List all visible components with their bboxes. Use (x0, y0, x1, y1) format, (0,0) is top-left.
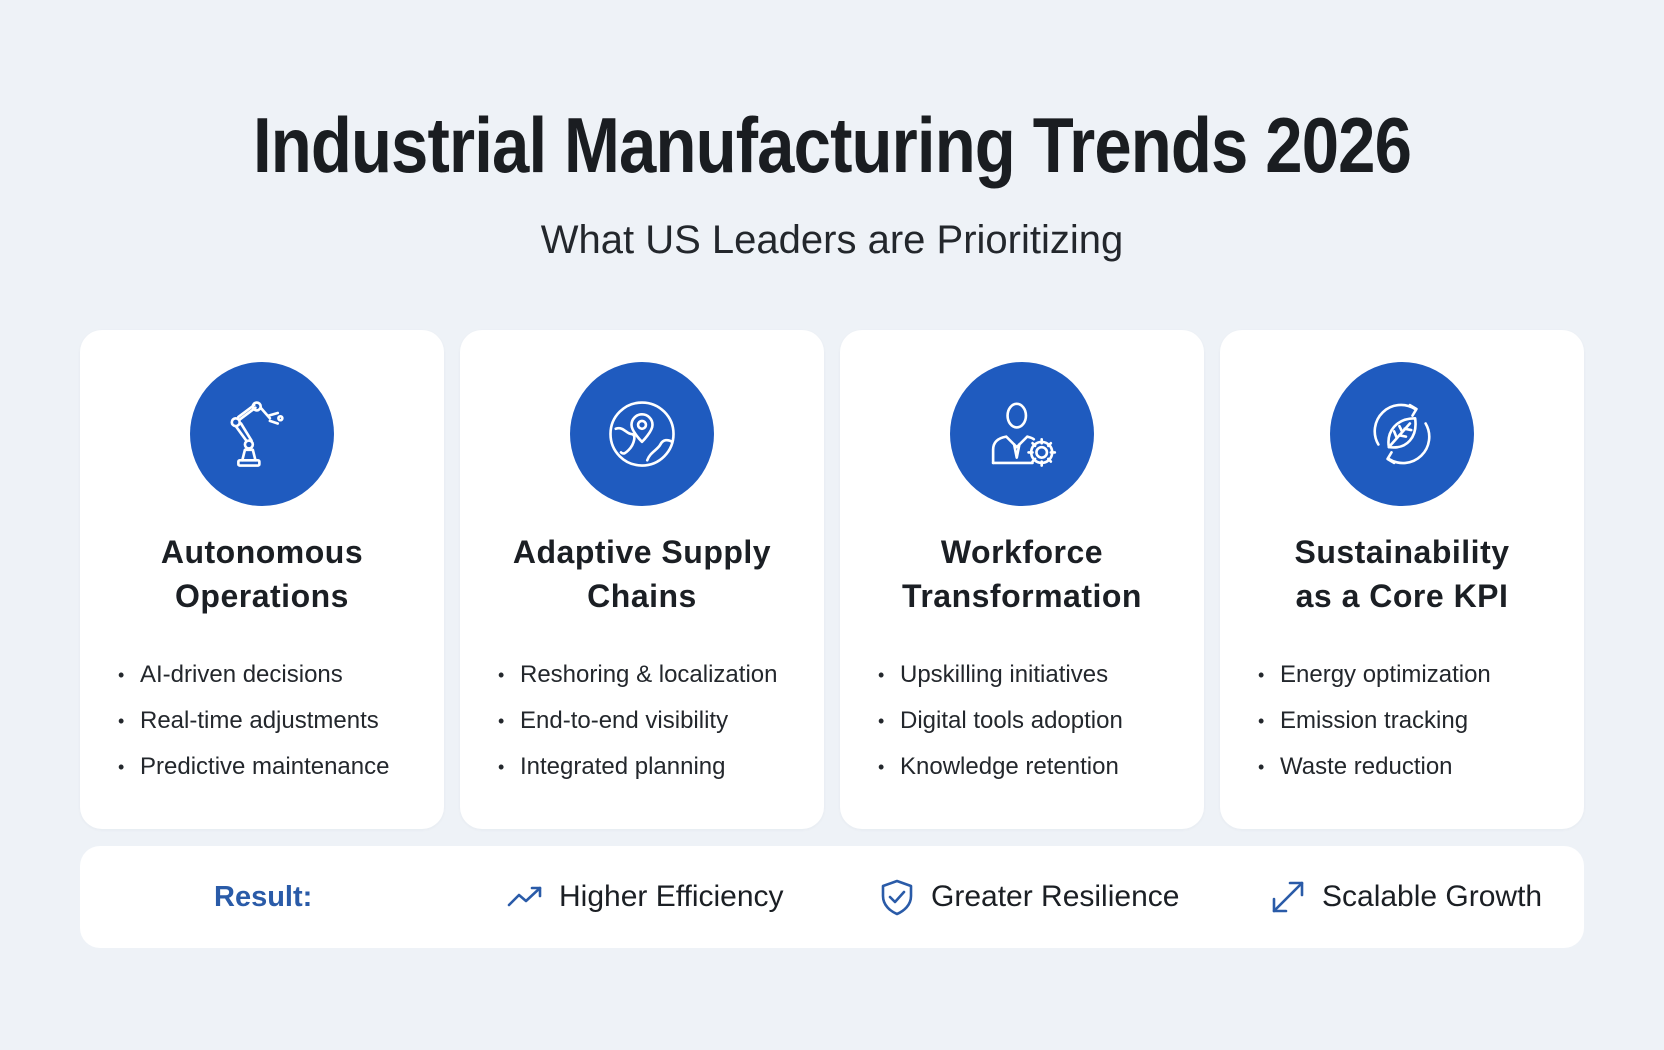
globe-location-icon (570, 362, 714, 506)
bullet-list: AI-driven decisions Real-time adjustment… (118, 652, 389, 790)
card-title-line: Workforce (940, 534, 1104, 570)
card-workforce-transformation: Workforce Transformation Upskilling init… (840, 330, 1204, 829)
card-title-line: as a Core KPI (1295, 578, 1509, 614)
list-item: Real-time adjustments (118, 698, 389, 744)
person-gear-icon (950, 362, 1094, 506)
list-item: Emission tracking (1258, 698, 1491, 744)
card-title: Adaptive Supply Chains (460, 530, 824, 618)
list-item: Knowledge retention (878, 744, 1123, 790)
list-item: Integrated planning (498, 744, 777, 790)
list-item: Reshoring & localization (498, 652, 777, 698)
result-item-label: Greater Resilience (931, 880, 1180, 913)
shield-check-icon (881, 879, 913, 916)
page-title: Industrial Manufacturing Trends 2026 (252, 101, 1412, 189)
card-adaptive-supply-chains: Adaptive Supply Chains Reshoring & local… (460, 330, 824, 829)
result-item-resilience: Greater Resilience (877, 846, 1179, 948)
page-subtitle: What US Leaders are Prioritizing (540, 218, 1124, 262)
card-title-line: Transformation (902, 578, 1142, 614)
result-bar: Result: Higher Efficiency Greater Resili… (80, 846, 1584, 948)
card-title-line: Autonomous (160, 534, 364, 570)
expand-arrows-icon (1272, 881, 1304, 913)
list-item: Energy optimization (1258, 652, 1491, 698)
list-item: End-to-end visibility (498, 698, 777, 744)
card-title-line: Sustainability (1294, 534, 1510, 570)
list-item: AI-driven decisions (118, 652, 389, 698)
trend-cards: Autonomous Operations AI-driven decision… (80, 330, 1584, 829)
list-item: Waste reduction (1258, 744, 1491, 790)
result-item-label: Scalable Growth (1322, 880, 1543, 913)
card-autonomous-operations: Autonomous Operations AI-driven decision… (80, 330, 444, 829)
card-title-line: Adaptive Supply (512, 534, 772, 570)
list-item: Predictive maintenance (118, 744, 389, 790)
result-label: Result: (214, 881, 313, 913)
bullet-list: Reshoring & localization End-to-end visi… (498, 652, 777, 790)
bullet-list: Energy optimization Emission tracking Wa… (1258, 652, 1491, 790)
trending-up-icon (507, 886, 542, 907)
card-title: Workforce Transformation (840, 530, 1204, 618)
card-title: Sustainability as a Core KPI (1220, 530, 1584, 618)
card-sustainability-core-kpi: Sustainability as a Core KPI Energy opti… (1220, 330, 1584, 829)
card-title-line: Operations (175, 578, 349, 614)
card-title-line: Chains (587, 578, 697, 614)
robotic-arm-icon (190, 362, 334, 506)
leaf-cycle-icon (1330, 362, 1474, 506)
result-item-label: Higher Efficiency (559, 880, 784, 913)
list-item: Digital tools adoption (878, 698, 1123, 744)
bullet-list: Upskilling initiatives Digital tools ado… (878, 652, 1123, 790)
list-item: Upskilling initiatives (878, 652, 1123, 698)
card-title: Autonomous Operations (80, 530, 444, 618)
result-item-growth: Scalable Growth (1268, 846, 1542, 948)
result-item-efficiency: Higher Efficiency (505, 846, 784, 948)
